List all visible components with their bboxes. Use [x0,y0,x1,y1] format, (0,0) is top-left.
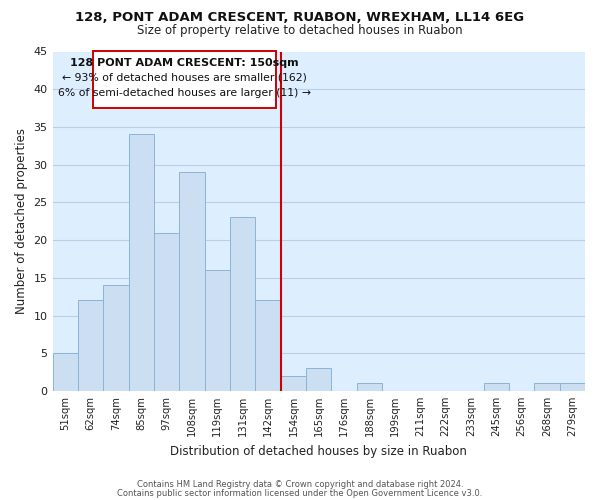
Text: ← 93% of detached houses are smaller (162): ← 93% of detached houses are smaller (16… [62,72,307,83]
Text: Size of property relative to detached houses in Ruabon: Size of property relative to detached ho… [137,24,463,37]
Bar [53,353,78,391]
Bar [357,384,382,391]
Bar [78,300,103,391]
Bar [128,134,154,391]
Y-axis label: Number of detached properties: Number of detached properties [15,128,28,314]
X-axis label: Distribution of detached houses by size in Ruabon: Distribution of detached houses by size … [170,444,467,458]
FancyBboxPatch shape [93,52,275,108]
Text: 128 PONT ADAM CRESCENT: 150sqm: 128 PONT ADAM CRESCENT: 150sqm [70,58,299,68]
Bar [154,232,179,391]
Bar [230,218,256,391]
Bar [560,384,585,391]
Bar [306,368,331,391]
Text: Contains public sector information licensed under the Open Government Licence v3: Contains public sector information licen… [118,488,482,498]
Bar [205,270,230,391]
Text: Contains HM Land Registry data © Crown copyright and database right 2024.: Contains HM Land Registry data © Crown c… [137,480,463,489]
Bar [179,172,205,391]
Bar [256,300,281,391]
Bar [534,384,560,391]
Bar [484,384,509,391]
Text: 128, PONT ADAM CRESCENT, RUABON, WREXHAM, LL14 6EG: 128, PONT ADAM CRESCENT, RUABON, WREXHAM… [76,11,524,24]
Bar [281,376,306,391]
Text: 6% of semi-detached houses are larger (11) →: 6% of semi-detached houses are larger (1… [58,88,311,99]
Bar [103,286,128,391]
